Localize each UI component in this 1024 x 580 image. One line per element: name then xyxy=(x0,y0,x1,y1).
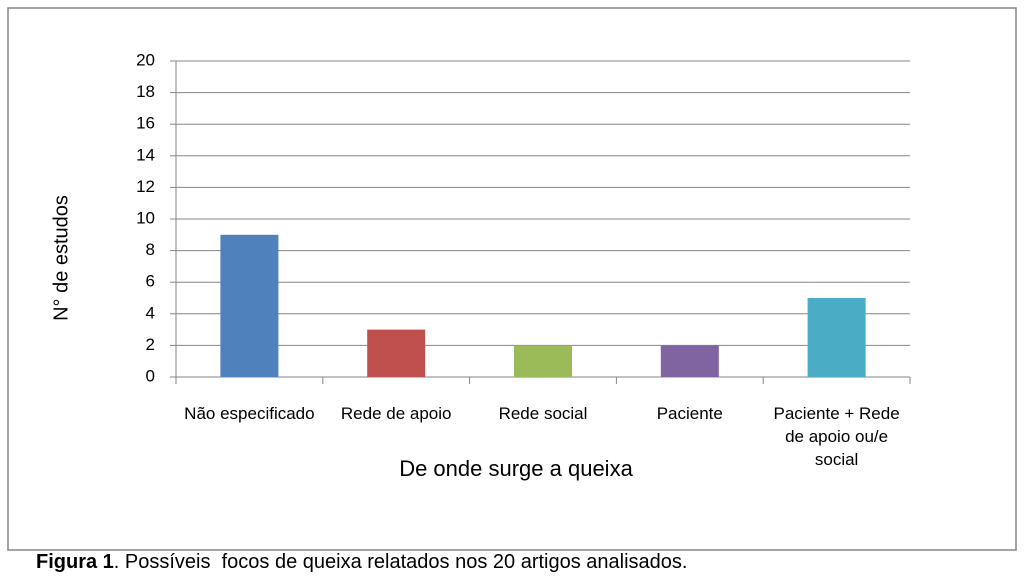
bar xyxy=(807,298,866,377)
bar xyxy=(514,345,572,377)
y-tick-label: 20 xyxy=(136,50,155,69)
chart-border xyxy=(7,7,1017,551)
x-tick-label: Rede de apoio xyxy=(340,404,452,423)
x-tick-label: Paciente xyxy=(656,404,723,423)
y-tick-label: 4 xyxy=(146,303,155,322)
caption-text: . Possíveis focos de queixa relatados no… xyxy=(113,551,688,573)
caption-label: Figura 1 xyxy=(36,551,114,573)
y-tick-label: 16 xyxy=(136,114,155,133)
bar xyxy=(220,234,279,377)
y-tick-label: 12 xyxy=(136,177,155,196)
y-tick-label: 18 xyxy=(136,82,155,101)
x-tick-label: Rede social xyxy=(498,404,588,423)
y-tick-label: 6 xyxy=(146,272,155,291)
x-tick-label: Não especificado xyxy=(184,404,315,423)
bar xyxy=(367,329,426,377)
x-tick-label: Paciente + Rede de apoio ou/e social xyxy=(773,404,900,469)
y-tick-label: 14 xyxy=(136,145,155,164)
y-tick-label: 8 xyxy=(146,240,155,259)
bar xyxy=(660,345,719,377)
caption: Figura 1. Possíveis focos de queixa rela… xyxy=(36,551,687,574)
y-tick-label: 10 xyxy=(136,208,155,227)
y-tick-label: 0 xyxy=(146,366,155,385)
x-axis-label: De onde surge a queixa xyxy=(399,456,633,481)
y-tick-label: 2 xyxy=(146,335,155,354)
y-axis-label: N° de estudos xyxy=(50,195,72,321)
